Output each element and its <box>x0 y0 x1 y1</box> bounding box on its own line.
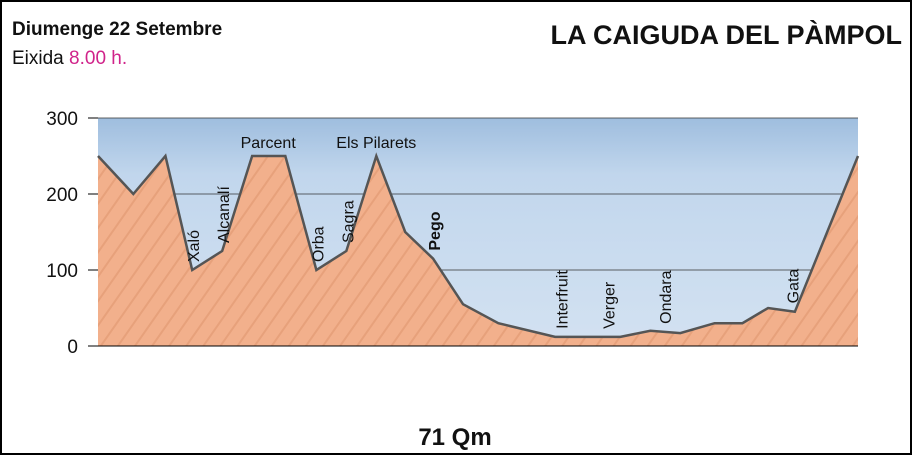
place-label: Alcanalí <box>216 186 233 243</box>
place-label: Els Pilarets <box>336 135 416 152</box>
start: Eixida 8.00 h. <box>12 48 127 69</box>
profile-line <box>97 152 860 339</box>
place-label: Sagra <box>340 200 357 243</box>
start-time: 8.00 h. <box>69 48 127 69</box>
chart-title: LA CAIGUDA DEL PÀMPOL <box>550 19 902 50</box>
place-label: Ondara <box>658 270 675 323</box>
y-tick-label: 0 <box>67 337 78 358</box>
place-label: Gata <box>786 269 803 304</box>
place-label: Orba <box>310 226 327 262</box>
y-tick-label: 100 <box>46 261 78 282</box>
y-tick-label: 200 <box>46 185 78 206</box>
start-label: Eixida <box>12 48 64 69</box>
place-label: Parcent <box>241 135 297 152</box>
terrain-texture <box>98 156 858 346</box>
place-label: Interfruit <box>554 270 571 329</box>
date: Diumenge 22 Setembre <box>12 19 222 40</box>
place-label: Verger <box>602 281 619 329</box>
distance: 71 Qm <box>418 424 491 451</box>
place-label: Xaló <box>186 230 203 262</box>
y-tick-label: 300 <box>46 109 78 130</box>
place-label: Pego <box>427 211 444 250</box>
